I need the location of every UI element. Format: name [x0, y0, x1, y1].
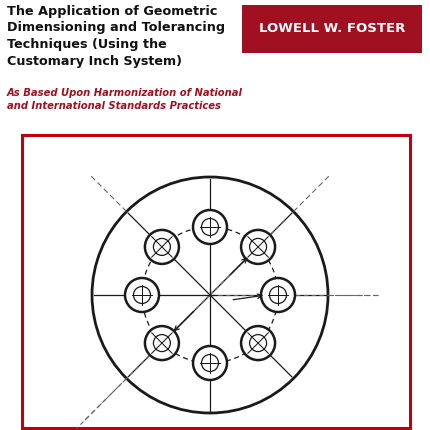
Circle shape: [193, 346, 227, 380]
Text: As Based Upon Harmonization of National
and International Standards Practices: As Based Upon Harmonization of National …: [7, 88, 243, 111]
Circle shape: [125, 278, 159, 312]
Circle shape: [261, 278, 295, 312]
Circle shape: [145, 326, 179, 360]
Text: LOWELL W. FOSTER: LOWELL W. FOSTER: [259, 22, 405, 36]
Circle shape: [241, 230, 275, 264]
FancyBboxPatch shape: [22, 135, 410, 428]
Circle shape: [241, 326, 275, 360]
FancyBboxPatch shape: [242, 5, 422, 53]
Circle shape: [145, 230, 179, 264]
Circle shape: [193, 210, 227, 244]
Text: The Application of Geometric
Dimensioning and Tolerancing
Techniques (Using the
: The Application of Geometric Dimensionin…: [7, 5, 225, 68]
